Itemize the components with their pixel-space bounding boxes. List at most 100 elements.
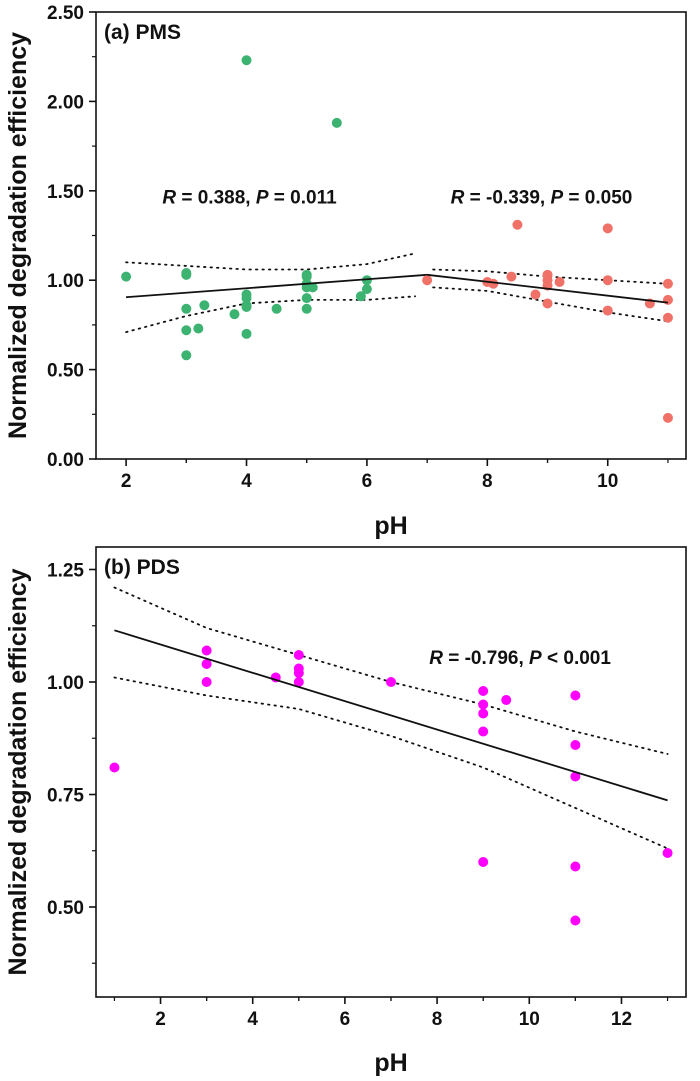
data-point (181, 325, 192, 336)
data-point (181, 350, 192, 361)
data-point (307, 282, 318, 293)
annotation-text: = 0.050 (563, 187, 632, 208)
y-tick-label: 1.50 (47, 182, 84, 203)
x-axis-title: pH (374, 1049, 407, 1077)
annotation-text: R (451, 187, 465, 208)
y-axis-title: Normalized degradation efficiency (4, 568, 32, 975)
y-tick-label: 2.50 (47, 3, 84, 24)
chart-panel-2: 2 4 6 8 10 12 0.50 0.75 1.00 1.25 pH Normalized deg… (4, 546, 687, 1077)
confidence-band-lower (125, 295, 416, 333)
series-1 (121, 55, 428, 361)
data-point (570, 690, 581, 701)
data-point (488, 278, 499, 289)
annotation-text: R (162, 187, 176, 208)
annotation-text: = -0.796, (443, 648, 529, 669)
data-point (193, 323, 204, 334)
x-tick-label: 2 (155, 1009, 166, 1030)
y-tick-label: 0.75 (47, 786, 84, 807)
y-tick-label: 2.00 (47, 92, 84, 113)
correlation-annotation: R = -0.796, P < 0.001 (429, 648, 611, 669)
panel-label: (a) PMS (104, 21, 181, 44)
data-point (201, 659, 212, 669)
y-tick-label: 1.25 (47, 561, 84, 582)
data-point (181, 269, 192, 280)
data-point (301, 303, 312, 314)
data-point (602, 275, 613, 286)
data-point (570, 861, 581, 872)
confidence-band-upper (125, 252, 416, 271)
regression-line (126, 273, 428, 299)
y-tick-label: 1.00 (47, 271, 84, 292)
data-point (331, 117, 342, 128)
annotation-text: = 0.388, (176, 187, 256, 208)
data-point (501, 695, 512, 705)
series-2 (422, 219, 673, 423)
plot-frame (95, 546, 687, 998)
y-tick-label: 0.00 (47, 450, 84, 471)
data-point (662, 412, 673, 423)
data-point (301, 293, 312, 304)
regression-line (114, 629, 668, 802)
data-point (602, 223, 613, 234)
data-point (662, 848, 673, 858)
annotation-text: P (529, 648, 542, 669)
data-point (662, 312, 673, 323)
data-point (422, 275, 433, 286)
chart-panel-1: 2 4 6 8 10 0.00 0.50 1.00 1.50 2.00 2.50 pH Normaliz… (4, 3, 687, 540)
plot-frame (95, 11, 687, 460)
x-axis-title: pH (374, 512, 407, 540)
data-point (229, 309, 240, 320)
data-point (386, 677, 396, 687)
y-tick-label: 0.50 (47, 361, 84, 382)
data-point (241, 328, 252, 339)
data-point (506, 271, 517, 282)
data-point (662, 294, 673, 305)
annotation-text: R (429, 648, 443, 669)
panel-label: (b) PDS (104, 556, 180, 579)
data-point (570, 915, 581, 926)
confidence-band-lower (432, 286, 669, 323)
y-axis-title: Normalized degradation efficiency (4, 32, 32, 439)
annotation-text: < 0.001 (542, 648, 612, 669)
data-point (293, 668, 304, 678)
data-point (542, 298, 553, 309)
data-point (602, 305, 613, 316)
data-point (241, 55, 252, 66)
y-tick-label: 0.50 (47, 898, 84, 919)
data-point (271, 303, 282, 314)
data-point (241, 293, 252, 304)
regression-line (426, 273, 669, 304)
x-tick-label: 2 (121, 471, 132, 492)
series-1 (109, 586, 673, 926)
data-point (530, 289, 541, 300)
data-point (121, 271, 132, 282)
annotation-text: = 0.011 (269, 187, 338, 208)
annotation-text: = -0.339, (464, 187, 550, 208)
data-point (199, 300, 210, 311)
confidence-band-upper (432, 268, 669, 285)
data-point (512, 219, 523, 230)
data-point (201, 677, 212, 687)
data-point (570, 771, 581, 782)
data-point (201, 645, 212, 656)
y-tick-label: 1.00 (47, 673, 84, 694)
confidence-band-lower (113, 676, 669, 850)
data-point (478, 699, 489, 710)
confidence-band-upper (113, 586, 669, 755)
annotation-text: P (550, 187, 563, 208)
data-point (478, 686, 489, 696)
data-point (355, 291, 366, 302)
x-tick-label: 10 (519, 1009, 540, 1030)
data-point (293, 650, 304, 660)
data-point (478, 857, 489, 867)
x-tick-label: 6 (340, 1009, 351, 1030)
data-point (662, 278, 673, 289)
data-point (570, 740, 581, 750)
x-tick-label: 6 (362, 471, 373, 492)
data-point (109, 762, 120, 773)
data-point (241, 302, 252, 313)
data-point (478, 726, 489, 737)
data-point (554, 276, 565, 287)
x-tick-label: 4 (241, 471, 252, 492)
